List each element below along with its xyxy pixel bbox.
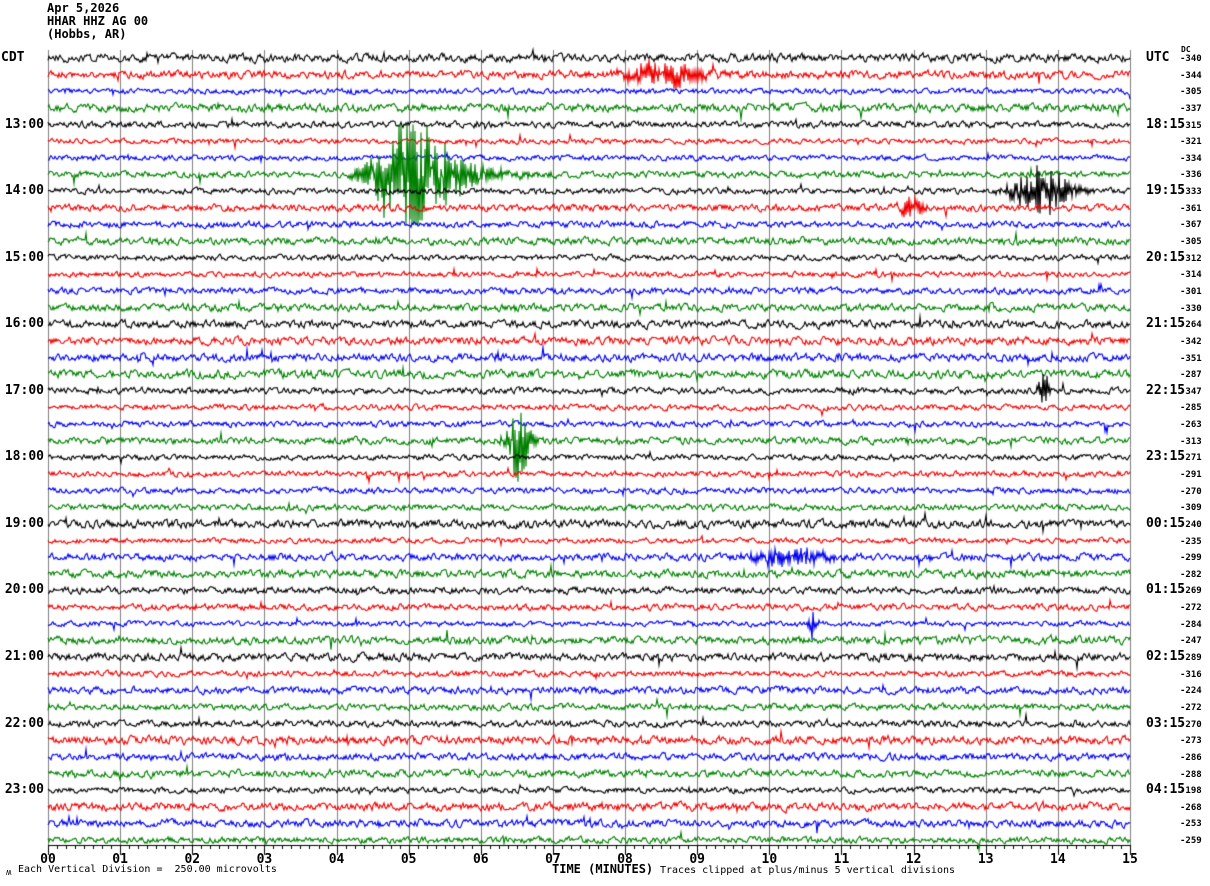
- dc-offset-value: -240: [1180, 519, 1202, 530]
- x-axis-tick-label: 00: [40, 852, 56, 867]
- dc-offset-value: -315: [1180, 120, 1202, 131]
- x-axis-tick-label: 03: [256, 852, 273, 867]
- x-axis-tick-label: 12: [905, 852, 922, 867]
- right-time-label: 01:15: [1146, 582, 1186, 598]
- dc-offset-value: -224: [1180, 686, 1202, 697]
- dc-offset-value: -272: [1180, 603, 1202, 614]
- dc-offset-value: -289: [1180, 653, 1202, 664]
- right-time-label: 03:15: [1146, 715, 1186, 731]
- x-axis-tick-label: 04: [328, 852, 345, 867]
- x-axis-tick-label: 11: [833, 852, 850, 867]
- dc-offset-value: -288: [1180, 769, 1202, 780]
- dc-offset-value: -330: [1180, 303, 1202, 314]
- x-axis-tick-label: 09: [689, 852, 706, 867]
- x-axis-tick-label: 06: [472, 852, 489, 867]
- left-time-label: 14:00: [4, 183, 44, 199]
- dc-column-header: DC: [1181, 45, 1191, 54]
- dc-offset-value: -268: [1180, 802, 1202, 813]
- dc-offset-value: -272: [1180, 702, 1202, 713]
- left-time-label: 23:00: [4, 782, 44, 798]
- dc-offset-value: -270: [1180, 486, 1202, 497]
- dc-offset-value: -299: [1180, 553, 1202, 564]
- dc-offset-value: -347: [1180, 386, 1202, 397]
- dc-offset-value: -198: [1180, 786, 1202, 797]
- left-time-label: 21:00: [4, 649, 44, 665]
- dc-offset-value: -264: [1180, 320, 1202, 331]
- x-axis-tick-label: 05: [400, 852, 417, 867]
- left-time-label: 15:00: [4, 249, 44, 265]
- x-axis-tick-label: 07: [545, 852, 561, 867]
- x-axis-tick-label: 08: [617, 852, 633, 867]
- dc-offset-value: -273: [1180, 736, 1202, 747]
- right-time-label: 21:15: [1146, 316, 1186, 332]
- right-time-label: 18:15: [1146, 116, 1186, 132]
- dc-offset-value: -321: [1180, 137, 1202, 148]
- right-time-label: 20:15: [1146, 249, 1186, 265]
- right-time-label: 19:15: [1146, 183, 1186, 199]
- dc-offset-value: -284: [1180, 619, 1202, 630]
- dc-offset-value: -271: [1180, 453, 1202, 464]
- dc-offset-value: -334: [1180, 153, 1202, 164]
- dc-offset-value: -313: [1180, 436, 1202, 447]
- dc-offset-value: -337: [1180, 103, 1202, 114]
- dc-offset-value: -269: [1180, 586, 1202, 597]
- dc-offset-value: -336: [1180, 170, 1202, 181]
- dc-offset-value: -342: [1180, 336, 1202, 347]
- left-time-label: 18:00: [4, 449, 44, 465]
- left-time-label: 16:00: [4, 316, 44, 332]
- dc-offset-value: -285: [1180, 403, 1202, 414]
- x-axis-tick-label: 15: [1122, 852, 1138, 867]
- right-time-label: 00:15: [1146, 515, 1186, 531]
- dc-offset-value: -282: [1180, 569, 1202, 580]
- x-axis-tick-label: 13: [977, 852, 994, 867]
- dc-offset-value: -253: [1180, 819, 1202, 830]
- dc-offset-value: -287: [1180, 370, 1202, 381]
- left-time-label: 20:00: [4, 582, 44, 598]
- scale-note: Each Vertical Division = 250.00 microvol…: [18, 864, 277, 875]
- right-timezone-label: UTC: [1146, 50, 1170, 65]
- left-time-label: 13:00: [4, 116, 44, 132]
- header-station: HHAR HHZ AG 00: [47, 14, 149, 28]
- dc-offset-value: -316: [1180, 669, 1202, 680]
- dc-offset-value: -291: [1180, 470, 1202, 480]
- dc-offset-value: -286: [1180, 752, 1202, 763]
- dc-offset-value: -305: [1180, 87, 1202, 98]
- right-time-label: 23:15: [1146, 449, 1186, 465]
- right-time-label: 02:15: [1146, 649, 1186, 665]
- x-axis-tick-label: 14: [1050, 852, 1066, 867]
- header-location: (Hobbs, AR): [47, 27, 127, 41]
- left-time-label: 22:00: [4, 715, 44, 731]
- dc-offset-value: -312: [1180, 253, 1202, 264]
- dc-offset-value: -351: [1180, 353, 1202, 364]
- dc-offset-value: -361: [1180, 203, 1202, 214]
- x-axis-tick-label: 10: [761, 852, 778, 867]
- dc-offset-value: -367: [1180, 220, 1202, 231]
- logo-mark: ʍ: [6, 868, 12, 878]
- dc-offset-value: -235: [1180, 536, 1202, 547]
- right-time-label: 22:15: [1146, 382, 1186, 398]
- dc-offset-value: -270: [1180, 719, 1202, 730]
- x-axis-tick-label: 02: [184, 852, 201, 867]
- dc-offset-value: -259: [1180, 836, 1202, 847]
- x-axis-tick-label: 01: [112, 852, 128, 867]
- clip-note: Traces clipped at plus/minus 5 vertical …: [660, 865, 956, 876]
- dc-offset-value: -314: [1180, 270, 1202, 281]
- dc-offset-value: -301: [1180, 286, 1202, 297]
- dc-offset-value: -333: [1180, 187, 1202, 198]
- left-timezone-label: CDT: [1, 50, 25, 65]
- dc-offset-value: -309: [1180, 503, 1202, 514]
- right-time-label: 04:15: [1146, 782, 1186, 798]
- dc-offset-value: -344: [1180, 70, 1202, 81]
- dc-offset-value: -247: [1180, 636, 1202, 647]
- dc-offset-value: -340: [1180, 54, 1202, 64]
- x-axis-title: TIME (MINUTES): [552, 862, 654, 876]
- header-date: Apr 5,2026: [47, 1, 120, 15]
- dc-offset-value: -263: [1180, 420, 1202, 431]
- left-time-label: 19:00: [4, 515, 44, 531]
- left-time-label: 17:00: [4, 382, 44, 398]
- dc-offset-value: -305: [1180, 237, 1202, 248]
